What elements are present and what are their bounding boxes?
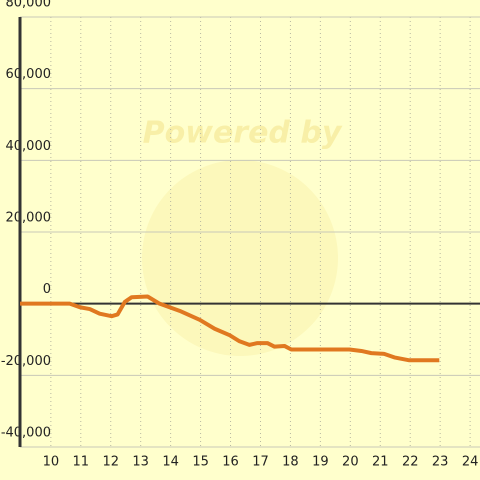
x-tick-label: 11 bbox=[73, 455, 90, 470]
x-tick-label: 12 bbox=[102, 455, 119, 470]
y-tick-label: 40,000 bbox=[6, 139, 52, 154]
y-tick-label: -40,000 bbox=[1, 426, 51, 441]
y-tick-label: 80,000 bbox=[6, 0, 52, 11]
y-tick-label: 20,000 bbox=[6, 211, 52, 226]
x-tick-label: 14 bbox=[162, 455, 179, 470]
watermark: Powered by bbox=[143, 116, 343, 151]
watermark-logo bbox=[142, 160, 338, 356]
x-tick-label: 24 bbox=[462, 455, 479, 470]
x-tick-label: 16 bbox=[222, 455, 239, 470]
x-tick-label: 20 bbox=[342, 455, 359, 470]
x-tick-label: 13 bbox=[132, 455, 149, 470]
line bbox=[20, 294, 440, 363]
x-tick-label: 18 bbox=[282, 455, 299, 470]
x-tick-label: 21 bbox=[372, 455, 389, 470]
y-tick-label: 0 bbox=[43, 282, 51, 297]
x-tick-label: 10 bbox=[43, 455, 60, 470]
y-tick-label: -20,000 bbox=[1, 354, 51, 369]
y-tick-label: 60,000 bbox=[6, 67, 52, 82]
x-tick-label: 17 bbox=[252, 455, 269, 470]
x-tick-label: 22 bbox=[402, 455, 419, 470]
x-tick-label: 23 bbox=[432, 455, 449, 470]
x-tick-label: 19 bbox=[312, 455, 329, 470]
x-tick-label: 15 bbox=[192, 455, 209, 470]
